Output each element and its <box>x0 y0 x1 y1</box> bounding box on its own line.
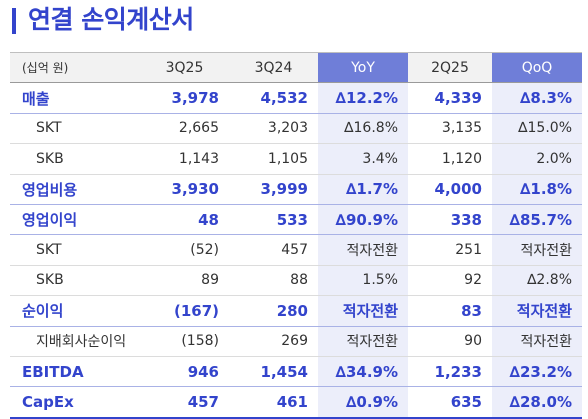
header-qoq: QoQ <box>492 51 582 84</box>
table-row: 지배회사순이익 (158) 269 적자전환 90 적자전환 <box>10 326 582 357</box>
cell-2q25: 1,233 <box>408 356 492 388</box>
cell-2q25: 3,135 <box>408 113 492 145</box>
cell-yoy: 1.5% <box>318 265 408 297</box>
cell-3q24: 1,454 <box>229 356 318 388</box>
row-label: SKB <box>10 143 140 175</box>
header-3q24: 3Q24 <box>229 51 318 84</box>
table-row: 순이익 (167) 280 적자전환 83 적자전환 <box>10 295 582 327</box>
cell-qoq: ∆2.8% <box>492 265 582 297</box>
cell-3q25: (52) <box>140 234 229 266</box>
cell-qoq: ∆85.7% <box>492 204 582 236</box>
cell-qoq: ∆28.0% <box>492 386 582 419</box>
cell-2q25: 338 <box>408 204 492 236</box>
cell-yoy: ∆0.9% <box>318 386 408 419</box>
header-yoy: YoY <box>318 51 408 84</box>
row-label: EBITDA <box>10 356 140 388</box>
cell-3q25: 457 <box>140 386 229 419</box>
cell-yoy: 적자전환 <box>318 326 408 357</box>
row-label: 지배회사순이익 <box>10 326 140 357</box>
cell-2q25: 4,000 <box>408 174 492 205</box>
cell-3q25: 48 <box>140 204 229 236</box>
cell-3q24: 280 <box>229 295 318 327</box>
header-unit: (십억 원) <box>10 51 140 84</box>
cell-qoq: ∆8.3% <box>492 82 582 114</box>
table-row: SKB 1,143 1,105 3.4% 1,120 2.0% <box>10 143 582 175</box>
table-row: 매출 3,978 4,532 ∆12.2% 4,339 ∆8.3% <box>10 82 582 114</box>
cell-3q25: 946 <box>140 356 229 388</box>
cell-2q25: 83 <box>408 295 492 327</box>
cell-2q25: 251 <box>408 234 492 266</box>
cell-3q25: 3,978 <box>140 82 229 114</box>
table-header-row: (십억 원) 3Q25 3Q24 YoY 2Q25 QoQ <box>10 51 582 84</box>
header-3q25: 3Q25 <box>140 51 229 84</box>
row-label: 매출 <box>10 82 140 114</box>
cell-3q25: 89 <box>140 265 229 297</box>
cell-qoq: 적자전환 <box>492 234 582 266</box>
page-title: 연결 손익계산서 <box>28 5 194 34</box>
cell-3q25: 3,930 <box>140 174 229 205</box>
row-label: CapEx <box>10 386 140 419</box>
title-accent-bar <box>12 8 16 34</box>
cell-3q24: 3,999 <box>229 174 318 205</box>
cell-3q24: 533 <box>229 204 318 236</box>
table-row: CapEx 457 461 ∆0.9% 635 ∆28.0% <box>10 386 582 419</box>
cell-yoy: ∆90.9% <box>318 204 408 236</box>
row-label: 영업이익 <box>10 204 140 236</box>
cell-qoq: 2.0% <box>492 143 582 175</box>
cell-3q24: 4,532 <box>229 82 318 114</box>
row-label: SKT <box>10 113 140 145</box>
cell-2q25: 635 <box>408 386 492 419</box>
cell-3q24: 1,105 <box>229 143 318 175</box>
table-row: EBITDA 946 1,454 ∆34.9% 1,233 ∆23.2% <box>10 356 582 388</box>
cell-2q25: 92 <box>408 265 492 297</box>
table-row: SKT 2,665 3,203 ∆16.8% 3,135 ∆15.0% <box>10 113 582 145</box>
cell-3q24: 461 <box>229 386 318 419</box>
table-row: SKT (52) 457 적자전환 251 적자전환 <box>10 234 582 266</box>
row-label: 순이익 <box>10 295 140 327</box>
cell-3q25: (167) <box>140 295 229 327</box>
cell-qoq: 적자전환 <box>492 326 582 357</box>
cell-qoq: ∆23.2% <box>492 356 582 388</box>
cell-3q25: (158) <box>140 326 229 357</box>
table-row: SKB 89 88 1.5% 92 ∆2.8% <box>10 265 582 297</box>
cell-yoy: ∆12.2% <box>318 82 408 114</box>
cell-3q25: 2,665 <box>140 113 229 145</box>
cell-3q24: 269 <box>229 326 318 357</box>
cell-yoy: ∆1.7% <box>318 174 408 205</box>
cell-yoy: 적자전환 <box>318 234 408 266</box>
row-label: SKT <box>10 234 140 266</box>
cell-qoq: ∆1.8% <box>492 174 582 205</box>
cell-yoy: 적자전환 <box>318 295 408 327</box>
cell-qoq: ∆15.0% <box>492 113 582 145</box>
row-label: 영업비용 <box>10 174 140 205</box>
table-row: 영업비용 3,930 3,999 ∆1.7% 4,000 ∆1.8% <box>10 174 582 205</box>
cell-qoq: 적자전환 <box>492 295 582 327</box>
cell-3q25: 1,143 <box>140 143 229 175</box>
cell-yoy: ∆34.9% <box>318 356 408 388</box>
cell-2q25: 1,120 <box>408 143 492 175</box>
table-row: 영업이익 48 533 ∆90.9% 338 ∆85.7% <box>10 204 582 236</box>
cell-2q25: 4,339 <box>408 82 492 114</box>
row-label: SKB <box>10 265 140 297</box>
cell-2q25: 90 <box>408 326 492 357</box>
header-2q25: 2Q25 <box>408 51 492 84</box>
income-statement-table: (십억 원) 3Q25 3Q24 YoY 2Q25 QoQ 매출 3,978 4,5… <box>10 51 582 419</box>
cell-3q24: 88 <box>229 265 318 297</box>
cell-3q24: 3,203 <box>229 113 318 145</box>
cell-3q24: 457 <box>229 234 318 266</box>
cell-yoy: 3.4% <box>318 143 408 175</box>
cell-yoy: ∆16.8% <box>318 113 408 145</box>
